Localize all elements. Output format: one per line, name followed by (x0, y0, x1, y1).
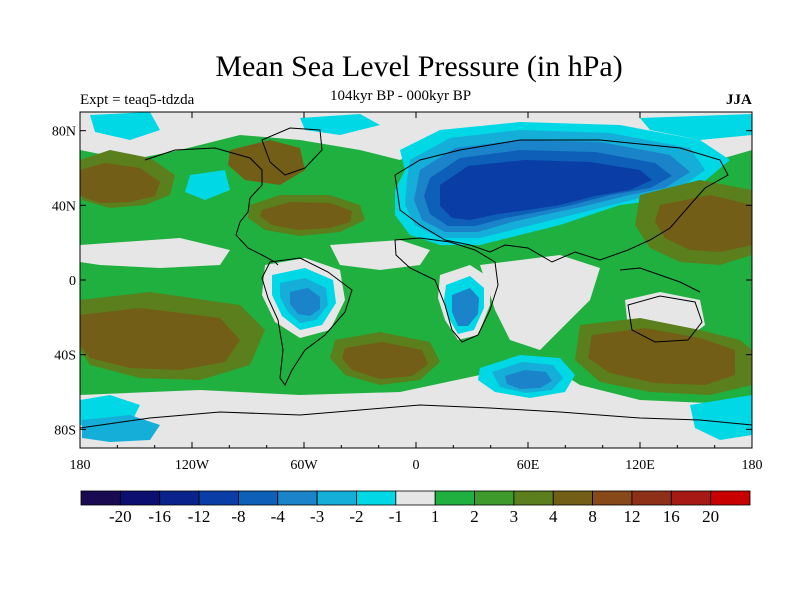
s-pacific-east-cyan (690, 395, 752, 440)
colorbar-swatch (710, 490, 751, 506)
x-tick-label: 120E (625, 458, 655, 473)
colorbar-label: 1 (431, 507, 440, 526)
colorbar-swatch (631, 490, 672, 506)
colorbar-label: 8 (588, 507, 597, 526)
colorbar-swatch (159, 490, 200, 506)
colorbar-label: 4 (549, 507, 558, 526)
tropical-atlantic-grey (330, 240, 430, 270)
map-title: Mean Sea Level Pressure (in hPa) (215, 50, 623, 83)
colorbar-label: 12 (623, 507, 640, 526)
colorbar-label: -12 (188, 507, 211, 526)
colorbar-label: 16 (663, 507, 680, 526)
se-pacific-brown (80, 308, 240, 370)
x-axis-ticks: 180 120W 60W 0 60E 120E 180 (70, 112, 763, 473)
colorbar-swatch (474, 490, 515, 506)
s-america-blue (290, 288, 320, 316)
colorbar-label: 20 (702, 507, 719, 526)
map-field (80, 112, 752, 448)
n-atlantic-high-brown (260, 202, 352, 230)
coast-north-america (144, 147, 279, 266)
colorbar-label: -3 (310, 507, 324, 526)
nw-pacific-brown (655, 195, 752, 252)
colorbar-labels: -20 -16 -12 -8 -4 -3 -2 -1 1 2 3 4 8 12 16 20 (109, 507, 719, 526)
colorbar-swatch (316, 490, 357, 506)
x-tick-label: 180 (70, 458, 91, 473)
asia-low-blue-3 (440, 160, 652, 220)
n-pacific-high-brown (80, 163, 160, 203)
colorbar-swatch (277, 490, 318, 506)
colorbar-swatch (238, 490, 279, 506)
period-label: 104kyr BP - 000kyr BP (330, 88, 472, 104)
s-atlantic-brown (342, 342, 428, 379)
colorbar-label: -8 (231, 507, 245, 526)
x-tick-label: 60E (517, 458, 540, 473)
coastlines (80, 127, 752, 429)
coast-eurasia (394, 139, 729, 263)
y-axis-ticks: 80N 40N 0 40S 80S (52, 125, 752, 438)
x-tick-label: 120W (175, 458, 210, 473)
colorbar-swatch (395, 490, 436, 506)
colorbar-swatch (670, 490, 712, 506)
colorbar-label: -20 (109, 507, 132, 526)
region-arctic-cyan-3 (640, 114, 752, 140)
y-tick-label: 0 (69, 274, 76, 289)
coast-australia (627, 295, 703, 343)
colorbar-label: -1 (389, 507, 403, 526)
colorbar-label: -16 (148, 507, 171, 526)
coast-indonesia (619, 267, 701, 293)
s-indian-brown (588, 328, 735, 385)
coast-antarctica (80, 404, 752, 429)
n-america-cyan (185, 170, 230, 200)
colorbar-label: -4 (271, 507, 286, 526)
colorbar-swatch (434, 490, 475, 506)
y-tick-label: 80N (52, 125, 76, 140)
experiment-label: Expt = teaq5-tdzda (80, 92, 195, 108)
coast-greenland (261, 127, 323, 176)
x-tick-label: 180 (742, 458, 763, 473)
x-tick-label: 0 (413, 458, 420, 473)
coast-africa (394, 237, 499, 343)
coast-south-america (261, 257, 353, 386)
indian-ocean-grey (480, 255, 600, 350)
s-indian-low-blue (505, 370, 552, 389)
colorbar (80, 490, 751, 506)
y-tick-label: 40S (54, 349, 76, 364)
tropical-pacific-grey (80, 238, 230, 268)
x-tick-label: 60W (290, 458, 318, 473)
colorbar-swatch (592, 490, 633, 506)
region-arctic-cyan-1 (90, 112, 160, 140)
colorbar-label: -2 (349, 507, 363, 526)
colorbar-swatch (356, 490, 397, 506)
southern-ocean-grey (80, 360, 752, 448)
colorbar-label: 3 (510, 507, 519, 526)
colorbar-swatch (80, 490, 121, 506)
antarctic-cyan (82, 415, 160, 442)
colorbar-label: 2 (470, 507, 479, 526)
colorbar-swatch (552, 490, 593, 506)
season-label: JJA (726, 92, 752, 108)
greenland-brown (228, 140, 305, 185)
colorbar-swatch (119, 490, 161, 506)
y-tick-label: 40N (52, 199, 76, 214)
colorbar-swatch (198, 490, 239, 506)
colorbar-swatch (513, 490, 554, 506)
s-africa-blue (452, 288, 479, 326)
y-tick-label: 80S (54, 423, 76, 438)
